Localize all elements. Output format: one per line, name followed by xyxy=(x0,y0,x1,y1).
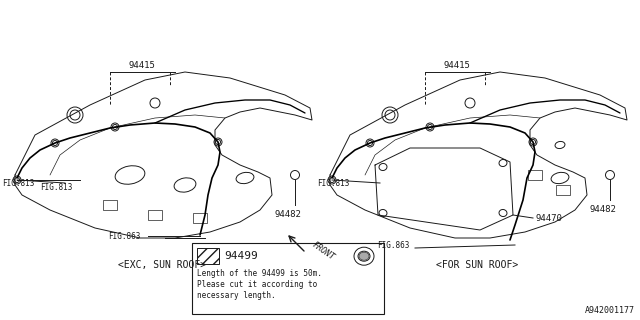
Bar xyxy=(103,200,117,210)
Text: A942001177: A942001177 xyxy=(585,306,635,315)
Text: 94482: 94482 xyxy=(275,210,301,219)
Text: necessary length.: necessary length. xyxy=(197,291,276,300)
Text: 94470: 94470 xyxy=(535,213,562,222)
Bar xyxy=(193,213,207,223)
Text: Length of the 94499 is 50m.: Length of the 94499 is 50m. xyxy=(197,269,322,278)
Bar xyxy=(528,170,542,180)
Bar xyxy=(197,248,219,264)
Text: FIG.813: FIG.813 xyxy=(317,179,349,188)
Bar xyxy=(148,210,162,220)
Text: FIG.863: FIG.863 xyxy=(377,241,410,250)
Text: 94415: 94415 xyxy=(444,60,470,69)
Bar xyxy=(556,185,570,195)
Text: FIG.813: FIG.813 xyxy=(2,179,35,188)
Text: 94415: 94415 xyxy=(129,60,156,69)
Text: FIG.863: FIG.863 xyxy=(108,231,140,241)
Text: 94499: 94499 xyxy=(224,251,258,261)
Text: FIG.813: FIG.813 xyxy=(40,183,72,192)
Text: Please cut it according to: Please cut it according to xyxy=(197,280,317,289)
Text: <FOR SUN ROOF>: <FOR SUN ROOF> xyxy=(436,260,518,270)
Bar xyxy=(192,243,384,314)
Text: 94482: 94482 xyxy=(589,205,616,214)
Text: FRONT: FRONT xyxy=(310,240,335,262)
Ellipse shape xyxy=(359,252,369,260)
Text: <EXC, SUN ROOF>: <EXC, SUN ROOF> xyxy=(118,260,206,270)
